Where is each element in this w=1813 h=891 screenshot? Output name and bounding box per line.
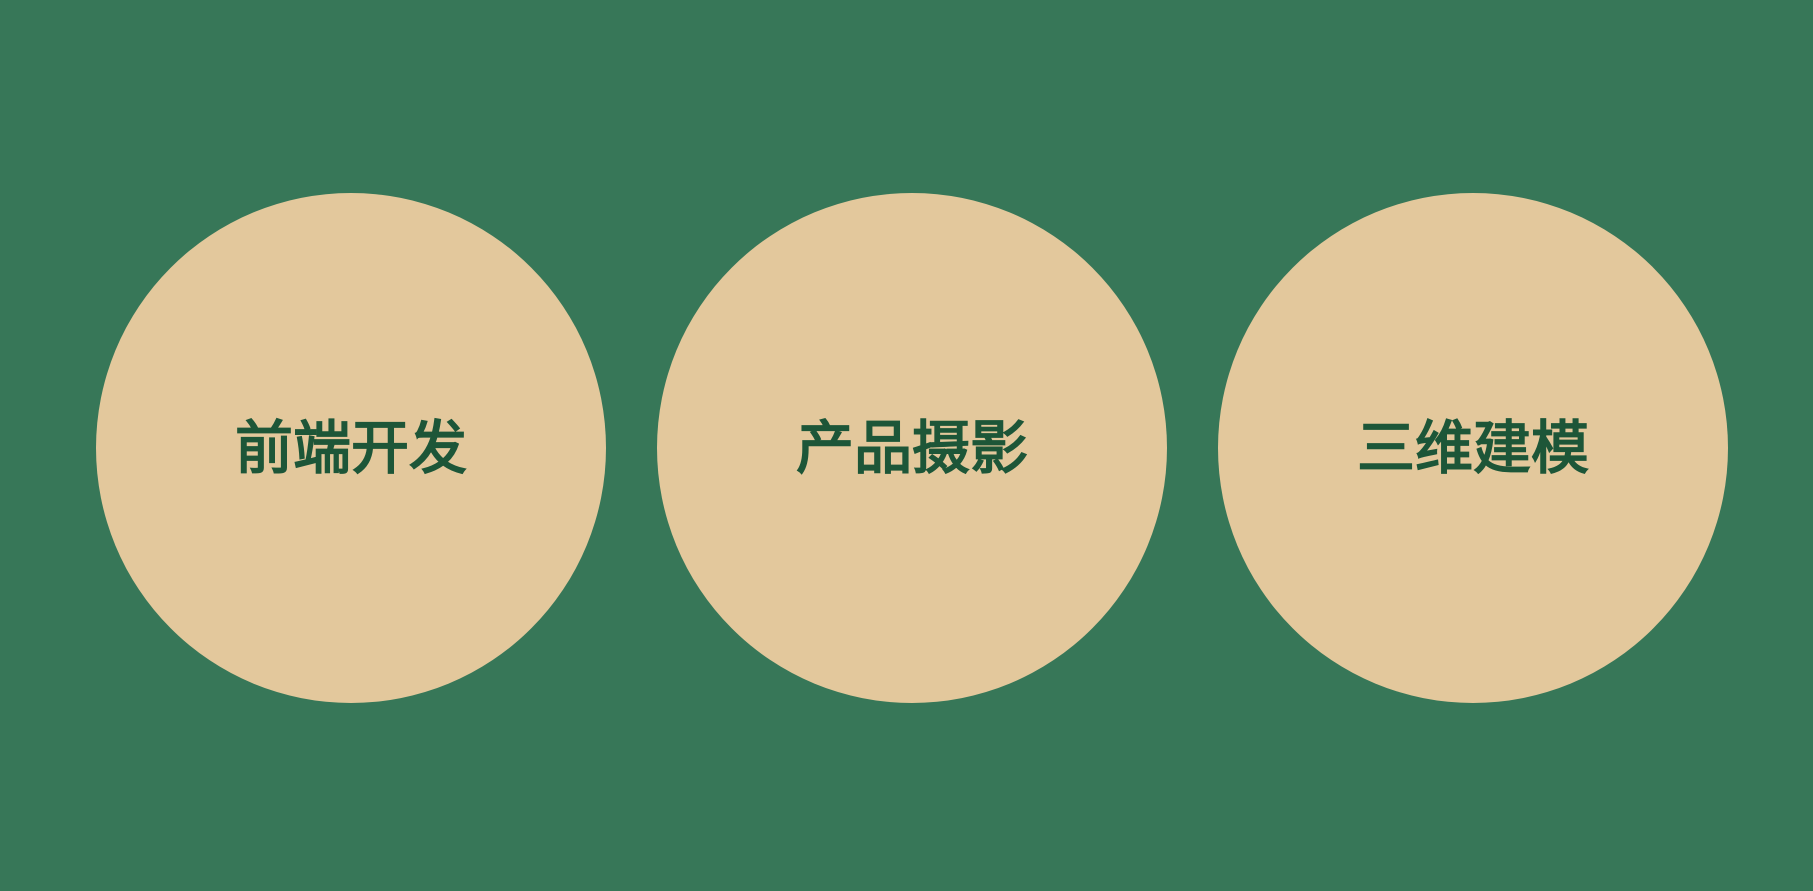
category-circle-product-photography[interactable]: 产品摄影 — [657, 193, 1167, 703]
category-circle-3d-modeling[interactable]: 三维建模 — [1218, 193, 1728, 703]
category-circle-frontend-development[interactable]: 前端开发 — [96, 193, 606, 703]
category-label: 前端开发 — [234, 414, 467, 482]
category-label: 三维建模 — [1356, 414, 1589, 482]
category-label: 产品摄影 — [795, 414, 1028, 482]
